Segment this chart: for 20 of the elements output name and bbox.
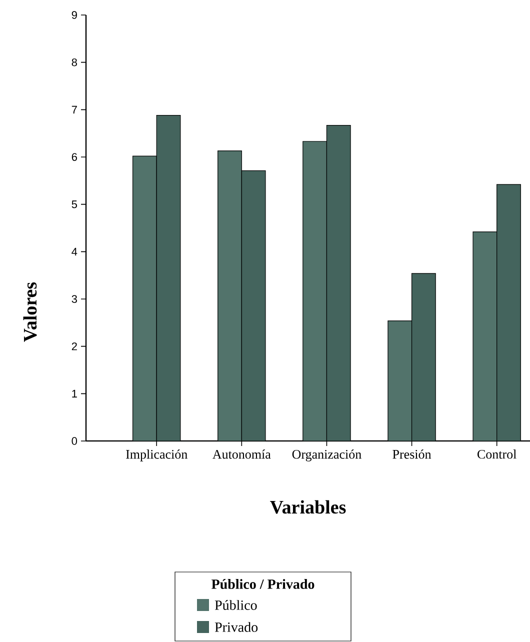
x-tick-label: Presión <box>392 450 432 459</box>
y-tick-label: 3 <box>72 295 77 303</box>
x-tick-label: Organización <box>292 450 362 462</box>
y-tick-label: 7 <box>72 106 77 114</box>
y-tick-label: 9 <box>72 11 77 19</box>
y-tick-label: 0 <box>72 437 78 445</box>
x-tick-label: Control <box>478 450 516 459</box>
y-axis-title: Valores <box>23 282 37 342</box>
y-tick-label: 2 <box>72 342 77 350</box>
y-tick-label: 5 <box>72 200 77 208</box>
y-tick-label: 6 <box>72 153 77 161</box>
legend-title: Público / Privado <box>212 579 314 589</box>
x-tick-label: Implicación <box>126 450 188 462</box>
x-tick-label: Autonomía <box>212 450 271 459</box>
y-tick-label: 4 <box>72 248 78 256</box>
x-axis-title: Variables <box>270 500 346 514</box>
legend-label: Privado <box>214 622 258 632</box>
y-tick-label: 1 <box>72 390 77 398</box>
legend-label: Público <box>214 600 257 610</box>
y-tick-label: 8 <box>72 58 77 66</box>
